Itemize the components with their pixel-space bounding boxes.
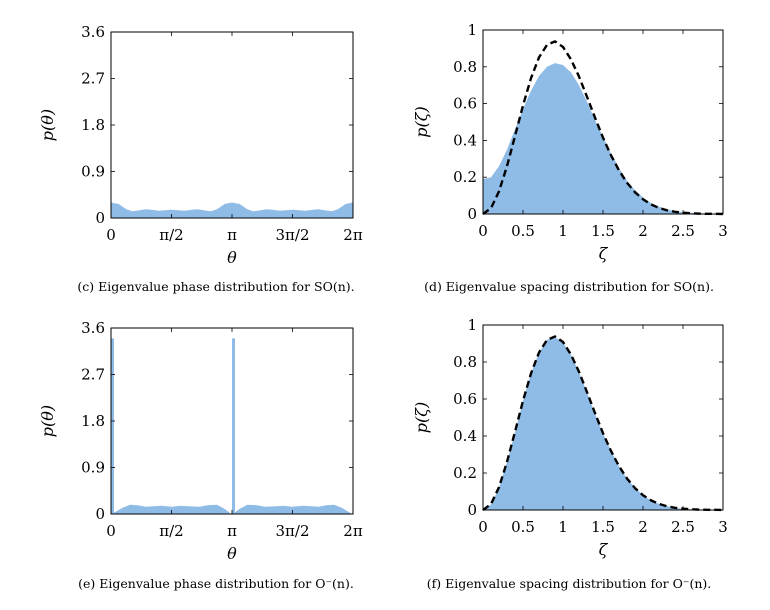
x-tick-label: π bbox=[227, 522, 237, 540]
x-axis-label: θ bbox=[227, 248, 237, 267]
chart-c: 0 π/2 π 3π/2 2π 0 0.9 1.8 2.7 3.6 θ p(θ) bbox=[38, 23, 363, 267]
y-tick-label: 2.7 bbox=[81, 70, 105, 88]
x-axis-label: ζ bbox=[599, 540, 609, 559]
y-tick-label: 0.6 bbox=[453, 390, 477, 408]
chart-e: 0 π/2 π 3π/2 2π 0 0.9 1.8 2.7 3.6 θ p(θ) bbox=[38, 319, 363, 563]
x-tick-label: 2π bbox=[343, 522, 363, 540]
x-tick-label: 0 bbox=[106, 522, 116, 540]
y-tick-label: 0 bbox=[467, 205, 477, 223]
axes-frame bbox=[110, 31, 354, 219]
density-area bbox=[483, 337, 723, 510]
x-tick-label: 1.5 bbox=[591, 222, 615, 240]
y-axis-label: p(ζ) bbox=[412, 402, 431, 433]
x-tick-label: 0 bbox=[478, 222, 488, 240]
caption-f: (f) Eigenvalue spacing distribution for … bbox=[426, 576, 712, 591]
x-tick-label: π/2 bbox=[159, 226, 183, 244]
y-tick-label: 0.4 bbox=[453, 131, 477, 149]
x-axis-label: θ bbox=[227, 544, 237, 563]
x-tick-label: 1.5 bbox=[591, 518, 615, 536]
x-tick-label: 0.5 bbox=[511, 518, 535, 536]
y-tick-label: 1.8 bbox=[81, 116, 105, 134]
x-tick-label: 3 bbox=[718, 222, 728, 240]
y-tick-label: 0.6 bbox=[453, 95, 477, 113]
x-tick-label: 3π/2 bbox=[276, 226, 310, 244]
chart-d: 0 0.5 1 1.5 2 2.5 3 0 0.2 0.4 0.6 0.8 1 ζ p(ζ) bbox=[412, 21, 728, 263]
y-tick-label: 1 bbox=[467, 21, 477, 39]
x-tick-label: 0 bbox=[478, 518, 488, 536]
y-tick-label: 0 bbox=[467, 501, 477, 519]
y-tick-label: 3.6 bbox=[81, 23, 105, 41]
x-tick-label: π bbox=[227, 226, 237, 244]
y-tick-label: 0.9 bbox=[81, 459, 105, 477]
y-tick-label: 0.8 bbox=[453, 353, 477, 371]
x-tick-label: 3π/2 bbox=[276, 522, 310, 540]
y-tick-label: 0 bbox=[95, 505, 105, 523]
caption-d: (d) Eigenvalue spacing distribution for … bbox=[424, 279, 714, 294]
x-tick-label: 2 bbox=[638, 222, 648, 240]
y-tick-label: 0.9 bbox=[81, 163, 105, 181]
y-axis-label: p(ζ) bbox=[412, 106, 431, 137]
y-tick-label: 1.8 bbox=[81, 412, 105, 430]
x-tick-label: 1 bbox=[558, 518, 568, 536]
chart-f: 0 0.5 1 1.5 2 2.5 3 0 0.2 0.4 0.6 0.8 1 ζ p(ζ) bbox=[412, 316, 728, 559]
y-tick-label: 1 bbox=[467, 316, 477, 334]
y-tick-label: 0.2 bbox=[453, 168, 477, 186]
x-tick-label: 2.5 bbox=[671, 518, 695, 536]
x-tick-label: 2 bbox=[638, 518, 648, 536]
x-axis-label: ζ bbox=[599, 244, 609, 263]
y-axis-label: p(θ) bbox=[38, 405, 57, 437]
y-tick-label: 0.8 bbox=[453, 58, 477, 76]
x-tick-label: 2.5 bbox=[671, 222, 695, 240]
y-axis-label: p(θ) bbox=[38, 109, 57, 141]
y-tick-label: 0.2 bbox=[453, 464, 477, 482]
x-tick-label: π/2 bbox=[159, 522, 183, 540]
caption-e: (e) Eigenvalue phase distribution for O⁻… bbox=[78, 576, 354, 591]
y-tick-label: 2.7 bbox=[81, 366, 105, 384]
y-tick-label: 0.4 bbox=[453, 427, 477, 445]
x-tick-label: 0 bbox=[106, 226, 116, 244]
x-tick-label: 0.5 bbox=[511, 222, 535, 240]
x-tick-label: 3 bbox=[718, 518, 728, 536]
x-tick-label: 2π bbox=[343, 226, 363, 244]
x-tick-label: 1 bbox=[558, 222, 568, 240]
y-tick-label: 0 bbox=[95, 209, 105, 227]
caption-c: (c) Eigenvalue phase distribution for SO… bbox=[77, 279, 355, 294]
y-tick-label: 3.6 bbox=[81, 319, 105, 337]
